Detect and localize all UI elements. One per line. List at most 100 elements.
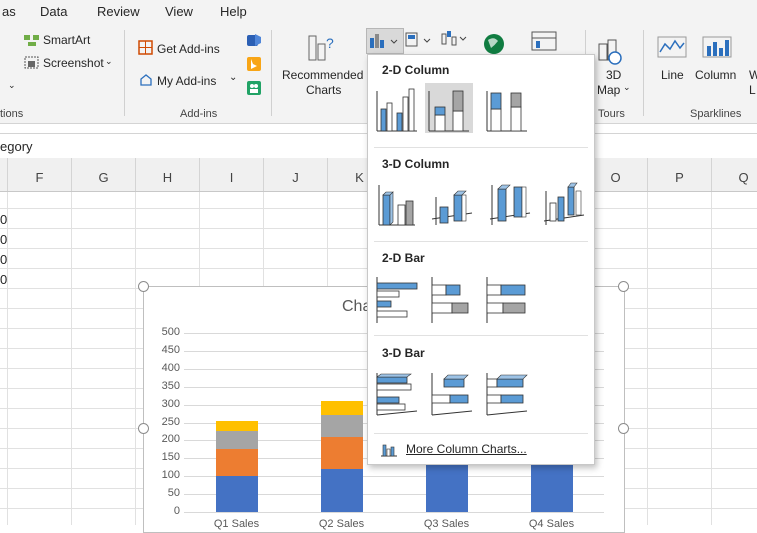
gridline: [184, 512, 604, 513]
recommended-charts-label-2: Charts: [306, 83, 342, 97]
bar-segment[interactable]: [320, 436, 363, 470]
column-chart-icon: [380, 441, 398, 457]
sparkline-column-button[interactable]: Column: [695, 68, 737, 82]
column-header-f[interactable]: F: [8, 158, 72, 191]
pivot-chart-icon[interactable]: [530, 30, 564, 54]
group-separator: [124, 30, 125, 116]
column-header-p[interactable]: P: [648, 158, 712, 191]
y-tick-label: 450: [161, 343, 180, 356]
column-header-g[interactable]: G: [72, 158, 136, 191]
column-header-o[interactable]: O: [584, 158, 648, 191]
column-header-j[interactable]: J: [264, 158, 328, 191]
group-label-addins: Add-ins: [180, 108, 218, 120]
my-addins-button[interactable]: My Add-ins: [157, 74, 217, 88]
recommended-charts-icon: ?: [306, 32, 336, 64]
more-column-charts-label: More Column Charts...: [406, 442, 527, 456]
x-tick-label: Q4 Sales: [528, 518, 575, 530]
resize-handle[interactable]: [618, 281, 629, 292]
screenshot-button[interactable]: Screenshot: [43, 56, 104, 70]
cell-value: 0: [0, 272, 8, 287]
menu-bar: as Data Review View Help: [0, 0, 757, 24]
3d-column-option[interactable]: [540, 177, 588, 227]
get-addins-button[interactable]: Get Add-ins: [157, 42, 220, 56]
y-tick-label: 50: [167, 487, 180, 500]
y-tick-label: 200: [161, 433, 180, 446]
x-tick-label: Q1 Sales: [213, 518, 260, 530]
visio-icon[interactable]: [246, 32, 262, 48]
100-stacked-column-2d-option[interactable]: [483, 83, 531, 133]
gridline: [184, 494, 604, 496]
menu-help[interactable]: Help: [220, 4, 247, 19]
cell-value: 0: [0, 232, 8, 247]
menu-data[interactable]: Data: [40, 4, 68, 19]
bar-segment[interactable]: [320, 401, 363, 416]
chevron-down-icon[interactable]: ⌄: [229, 72, 238, 83]
y-tick-label: 350: [161, 379, 180, 392]
clustered-bar-2d-option[interactable]: [373, 275, 421, 325]
stacked-bar-3d-option[interactable]: [428, 369, 476, 419]
stacked-column-2d-option[interactable]: [425, 83, 473, 133]
stacked-column-3d-option[interactable]: [428, 177, 476, 227]
resize-handle[interactable]: [138, 423, 149, 434]
sparkline-column-icon: [702, 36, 732, 58]
bar-segment[interactable]: [215, 476, 258, 512]
chevron-down-icon[interactable]: ⌄: [105, 56, 113, 66]
chevron-down-icon[interactable]: ⌄: [8, 80, 16, 90]
smartart-button[interactable]: SmartArt: [43, 33, 91, 47]
menu-review[interactable]: Review: [97, 4, 140, 19]
insert-column-chart-button[interactable]: [366, 28, 404, 54]
x-tick-label: Q2 Sales: [318, 518, 365, 530]
100-stacked-column-3d-option[interactable]: [486, 177, 534, 227]
sparkline-winloss-button[interactable]: W: [749, 68, 757, 82]
people-graph-icon[interactable]: [246, 80, 262, 96]
bar-segment[interactable]: [215, 420, 258, 432]
stacked-bar-2d-option[interactable]: [428, 275, 476, 325]
clustered-bar-3d-option[interactable]: [373, 369, 421, 419]
clustered-column-2d-option[interactable]: [373, 83, 421, 133]
screenshot-icon: [24, 56, 40, 70]
cell-value: 0: [0, 252, 8, 267]
bar-segment[interactable]: [425, 461, 468, 512]
bar-segment[interactable]: [320, 469, 363, 512]
recommended-charts-button[interactable]: Recommended: [282, 68, 364, 82]
3d-map-label-2: Map: [597, 83, 621, 97]
insert-hierarchy-chart-button[interactable]: [405, 30, 435, 50]
bar-segment[interactable]: [215, 449, 258, 477]
column-header-h[interactable]: H: [136, 158, 200, 191]
100-stacked-bar-3d-option[interactable]: [483, 369, 531, 419]
y-tick-label: 500: [161, 326, 180, 338]
chevron-down-icon[interactable]: ⌄: [623, 82, 631, 92]
sparkline-line-button[interactable]: Line: [661, 68, 684, 82]
group-label-sparklines: Sparklines: [690, 108, 742, 120]
bing-icon[interactable]: [246, 56, 262, 72]
group-label-illustrations: tions: [0, 108, 24, 120]
bar-segment[interactable]: [320, 415, 363, 437]
cell-value: 0: [0, 212, 8, 227]
sparkline-winloss-label-2: L: [749, 83, 756, 97]
section-title-3d-bar: 3-D Bar: [382, 346, 425, 360]
3d-map-button[interactable]: 3D: [606, 68, 622, 82]
resize-handle[interactable]: [138, 281, 149, 292]
chart-title[interactable]: Cha: [342, 298, 372, 315]
more-column-charts-link[interactable]: More Column Charts...: [378, 441, 588, 459]
maps-icon[interactable]: [482, 32, 506, 56]
bar-segment[interactable]: [215, 431, 258, 450]
column-header-partial[interactable]: [0, 158, 8, 191]
clustered-column-3d-option[interactable]: [373, 177, 421, 227]
menu-view[interactable]: View: [165, 4, 193, 19]
smartart-icon: [24, 34, 40, 47]
y-tick-label: 150: [161, 451, 180, 464]
insert-waterfall-chart-button[interactable]: [440, 28, 470, 50]
store-icon: [138, 40, 153, 55]
section-title-3d-column: 3-D Column: [382, 157, 450, 171]
column-header-q[interactable]: Q: [712, 158, 757, 191]
formula-bar-content: egory: [0, 139, 33, 154]
column-header-i[interactable]: I: [200, 158, 264, 191]
bar-segment[interactable]: [530, 461, 573, 512]
menu-formulas-partial[interactable]: as: [2, 4, 16, 19]
y-tick-label: 300: [161, 397, 180, 410]
resize-handle[interactable]: [618, 423, 629, 434]
group-separator: [271, 30, 272, 116]
100-stacked-bar-2d-option[interactable]: [483, 275, 531, 325]
group-separator: [643, 30, 644, 116]
